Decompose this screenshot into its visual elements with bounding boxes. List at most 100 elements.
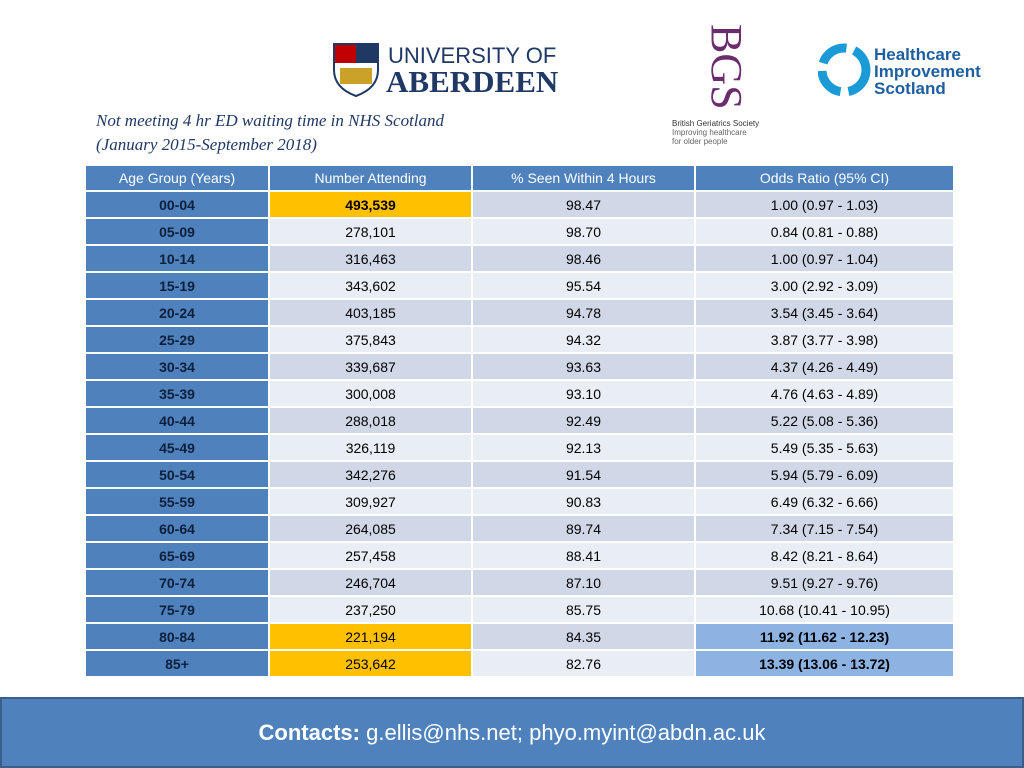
table-row: 70-74 246,704 87.10 9.51 (9.27 - 9.76) bbox=[86, 570, 953, 595]
table-cell: 70-74 bbox=[86, 570, 268, 595]
table-row: 75-79 237,250 85.75 10.68 (10.41 - 10.95) bbox=[86, 597, 953, 622]
table-cell: 93.63 bbox=[473, 354, 694, 379]
subtitle-line: Not meeting 4 hr ED waiting time in NHS … bbox=[96, 111, 445, 130]
table-cell: 93.10 bbox=[473, 381, 694, 406]
table-cell: 7.34 (7.15 - 7.54) bbox=[696, 516, 953, 541]
table-cell: 253,642 bbox=[270, 651, 471, 676]
table-cell: 493,539 bbox=[270, 192, 471, 217]
table-cell: 246,704 bbox=[270, 570, 471, 595]
logo-mark: BGS bbox=[702, 24, 751, 110]
table-row: 55-59 309,927 90.83 6.49 (6.32 - 6.66) bbox=[86, 489, 953, 514]
footer-label: Contacts: bbox=[258, 719, 360, 745]
table-cell: 278,101 bbox=[270, 219, 471, 244]
table-row: 80-84 221,194 84.35 11.92 (11.62 - 12.23) bbox=[86, 624, 953, 649]
logo-text: Healthcare bbox=[874, 45, 961, 64]
table-cell: 60-64 bbox=[86, 516, 268, 541]
table-cell: 343,602 bbox=[270, 273, 471, 298]
table-cell: 4.37 (4.26 - 4.49) bbox=[696, 354, 953, 379]
table-row: 85+ 253,642 82.76 13.39 (13.06 - 13.72) bbox=[86, 651, 953, 676]
logo-text: Improvement bbox=[874, 62, 981, 81]
table-row: 25-29 375,843 94.32 3.87 (3.77 - 3.98) bbox=[86, 327, 953, 352]
table-cell: 20-24 bbox=[86, 300, 268, 325]
table-cell: 91.54 bbox=[473, 462, 694, 487]
table-cell: 80-84 bbox=[86, 624, 268, 649]
table-cell: 5.22 (5.08 - 5.36) bbox=[696, 408, 953, 433]
table-cell: 3.54 (3.45 - 3.64) bbox=[696, 300, 953, 325]
table-cell: 11.92 (11.62 - 12.23) bbox=[696, 624, 953, 649]
table-cell: 264,085 bbox=[270, 516, 471, 541]
logo-text: British Geriatrics Society bbox=[672, 119, 759, 128]
logo-text: for older people bbox=[672, 137, 728, 146]
table-cell: 288,018 bbox=[270, 408, 471, 433]
table-row: 10-14 316,463 98.46 1.00 (0.97 - 1.04) bbox=[86, 246, 953, 271]
table-row: 65-69 257,458 88.41 8.42 (8.21 - 8.64) bbox=[86, 543, 953, 568]
table-row: 35-39 300,008 93.10 4.76 (4.63 - 4.89) bbox=[86, 381, 953, 406]
table-cell: 95.54 bbox=[473, 273, 694, 298]
table-cell: 339,687 bbox=[270, 354, 471, 379]
table-row: 60-64 264,085 89.74 7.34 (7.15 - 7.54) bbox=[86, 516, 953, 541]
table-cell: 89.74 bbox=[473, 516, 694, 541]
header-cell: % Seen Within 4 Hours bbox=[473, 166, 694, 190]
header-cell: Number Attending bbox=[270, 166, 471, 190]
table-cell: 3.87 (3.77 - 3.98) bbox=[696, 327, 953, 352]
aberdeen-logo: UNIVERSITY OF ABERDEEN bbox=[333, 43, 558, 98]
table-row: 05-09 278,101 98.70 0.84 (0.81 - 0.88) bbox=[86, 219, 953, 244]
table-cell: 10.68 (10.41 - 10.95) bbox=[696, 597, 953, 622]
table-cell: 5.94 (5.79 - 6.09) bbox=[696, 462, 953, 487]
table-cell: 87.10 bbox=[473, 570, 694, 595]
table-cell: 92.13 bbox=[473, 435, 694, 460]
table-cell: 00-04 bbox=[86, 192, 268, 217]
table-cell: 257,458 bbox=[270, 543, 471, 568]
table-row: 15-19 343,602 95.54 3.00 (2.92 - 3.09) bbox=[86, 273, 953, 298]
header-cell: Odds Ratio (95% CI) bbox=[696, 166, 953, 190]
subtitle: Not meeting 4 hr ED waiting time in NHS … bbox=[96, 109, 444, 157]
table-cell: 15-19 bbox=[86, 273, 268, 298]
table-cell: 45-49 bbox=[86, 435, 268, 460]
table-cell: 6.49 (6.32 - 6.66) bbox=[696, 489, 953, 514]
table-cell: 309,927 bbox=[270, 489, 471, 514]
table-cell: 13.39 (13.06 - 13.72) bbox=[696, 651, 953, 676]
table-cell: 35-39 bbox=[86, 381, 268, 406]
table-cell: 9.51 (9.27 - 9.76) bbox=[696, 570, 953, 595]
table-cell: 82.76 bbox=[473, 651, 694, 676]
table-cell: 05-09 bbox=[86, 219, 268, 244]
table-cell: 85+ bbox=[86, 651, 268, 676]
table-cell: 92.49 bbox=[473, 408, 694, 433]
table-cell: 375,843 bbox=[270, 327, 471, 352]
table-cell: 40-44 bbox=[86, 408, 268, 433]
table-cell: 25-29 bbox=[86, 327, 268, 352]
logo-text: Scotland bbox=[874, 79, 946, 98]
table-row: 50-54 342,276 91.54 5.94 (5.79 - 6.09) bbox=[86, 462, 953, 487]
table-cell: 75-79 bbox=[86, 597, 268, 622]
data-table: Age Group (Years) Number Attending% Seen … bbox=[84, 164, 955, 678]
table-cell: 300,008 bbox=[270, 381, 471, 406]
table-cell: 94.78 bbox=[473, 300, 694, 325]
footer: Contacts: g.ellis@nhs.net; phyo.myint@ab… bbox=[0, 697, 1024, 768]
table-cell: 65-69 bbox=[86, 543, 268, 568]
table-cell: 10-14 bbox=[86, 246, 268, 271]
table-cell: 1.00 (0.97 - 1.03) bbox=[696, 192, 953, 217]
table-cell: 326,119 bbox=[270, 435, 471, 460]
logo-text: Improving healthcare bbox=[672, 128, 747, 137]
table-cell: 403,185 bbox=[270, 300, 471, 325]
his-logo: Healthcare Improvement Scotland bbox=[818, 43, 981, 98]
table-row: 45-49 326,119 92.13 5.49 (5.35 - 5.63) bbox=[86, 435, 953, 460]
table-row: 40-44 288,018 92.49 5.22 (5.08 - 5.36) bbox=[86, 408, 953, 433]
table-cell: 8.42 (8.21 - 8.64) bbox=[696, 543, 953, 568]
table-cell: 221,194 bbox=[270, 624, 471, 649]
table-cell: 88.41 bbox=[473, 543, 694, 568]
table-cell: 98.46 bbox=[473, 246, 694, 271]
table-cell: 342,276 bbox=[270, 462, 471, 487]
table-cell: 98.70 bbox=[473, 219, 694, 244]
table-cell: 4.76 (4.63 - 4.89) bbox=[696, 381, 953, 406]
table-cell: 85.75 bbox=[473, 597, 694, 622]
bgs-logo: BGS British Geriatrics Society Improving… bbox=[672, 24, 759, 146]
table-cell: 90.83 bbox=[473, 489, 694, 514]
table-cell: 55-59 bbox=[86, 489, 268, 514]
table-row: 20-24 403,185 94.78 3.54 (3.45 - 3.64) bbox=[86, 300, 953, 325]
table-cell: 94.32 bbox=[473, 327, 694, 352]
footer-text: g.ellis@nhs.net; phyo.myint@abdn.ac.uk bbox=[366, 719, 766, 745]
table-cell: 5.49 (5.35 - 5.63) bbox=[696, 435, 953, 460]
logo-text: UNIVERSITY OF bbox=[388, 43, 556, 68]
